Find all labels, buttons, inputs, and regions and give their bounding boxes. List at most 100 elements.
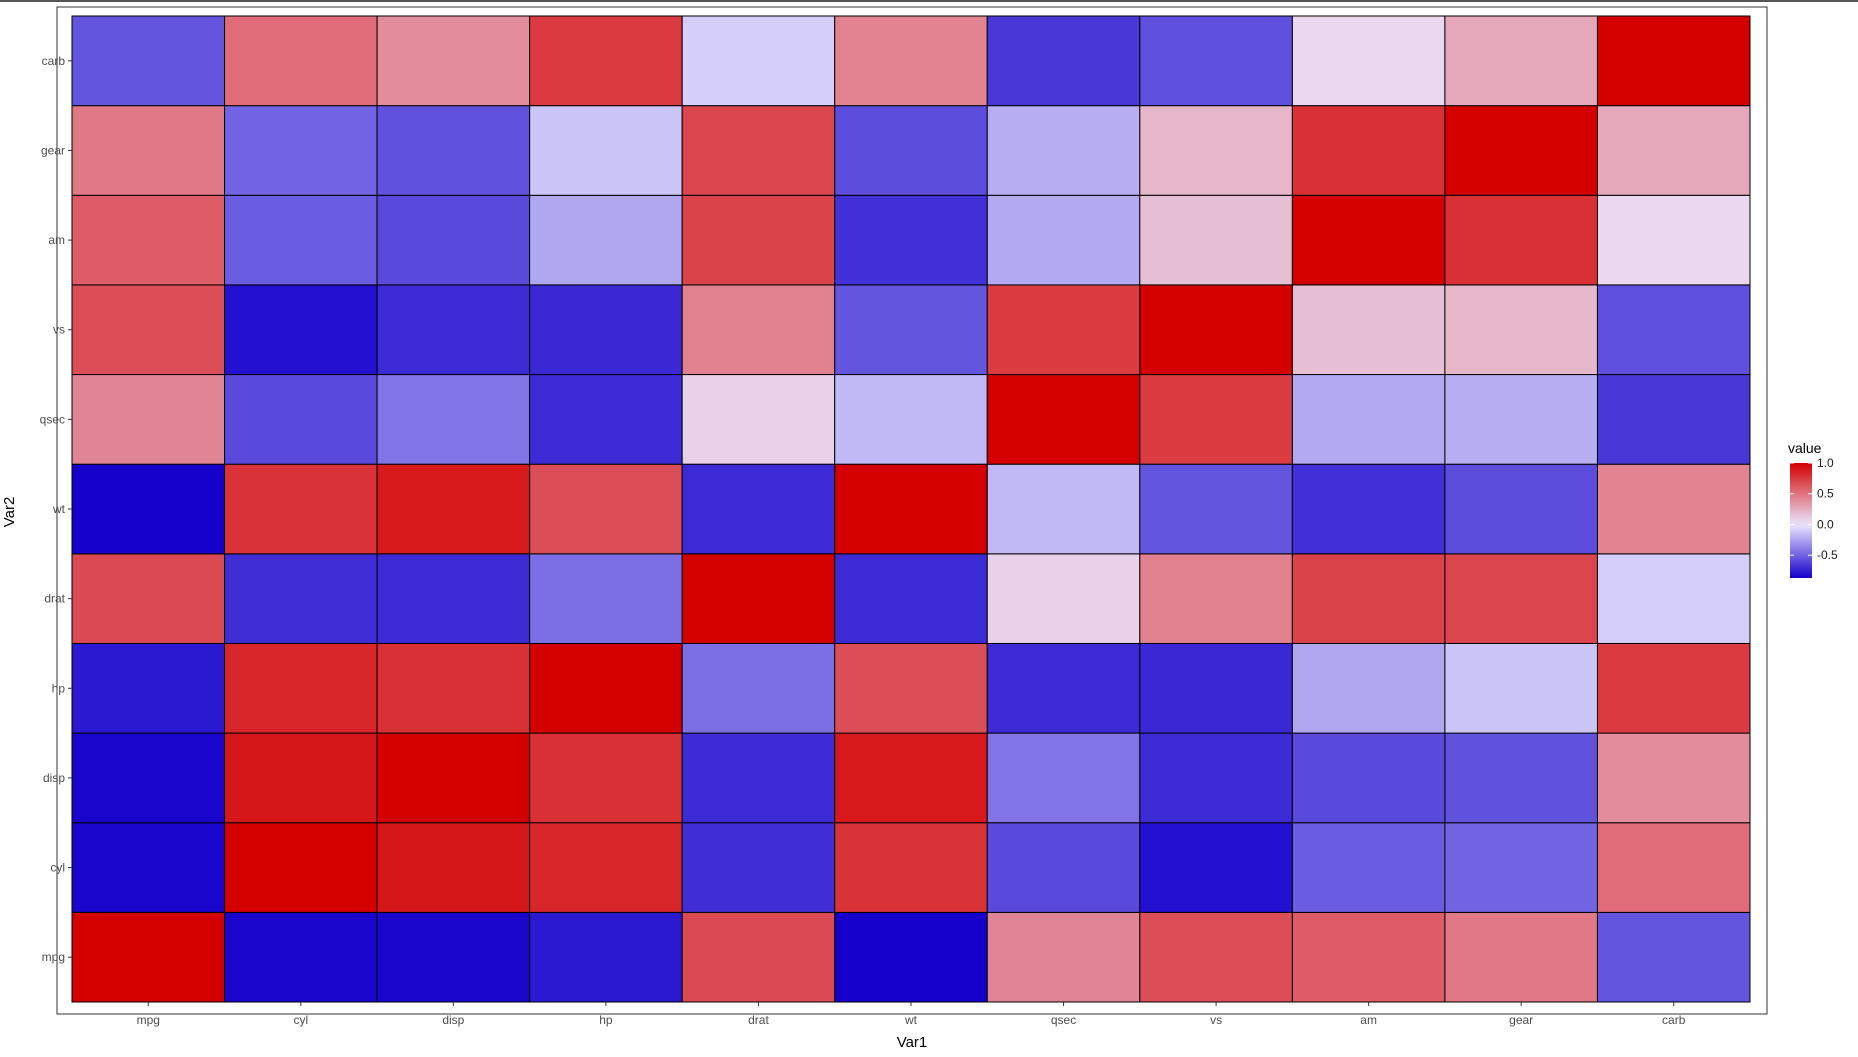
heatmap-cell-qsec-hp: [986, 642, 1141, 734]
heatmap-cell-wt-gear: [834, 105, 988, 196]
heatmap-cell-am-wt: [1291, 463, 1446, 555]
heatmap-cell-disp-vs: [376, 284, 531, 376]
heatmap-cell-qsec-gear: [986, 105, 1141, 196]
heatmap-cell-wt-hp: [834, 642, 988, 734]
heatmap-cell-wt-carb: [834, 15, 988, 107]
heatmap-cell-gear-qsec: [1444, 374, 1598, 465]
heatmap-cell-am-hp: [1291, 642, 1446, 734]
heatmap-cell-vs-qsec: [1139, 374, 1293, 465]
heatmap-cell-wt-cyl: [834, 822, 988, 913]
heatmap-cell-disp-gear: [376, 105, 531, 196]
x-tick-label: qsec: [1051, 1013, 1076, 1027]
heatmap-cell-disp-am: [376, 194, 531, 286]
heatmap-cell-mpg-qsec: [71, 374, 226, 465]
heatmap-cell-carb-cyl: [1596, 822, 1751, 913]
heatmap-cell-drat-carb: [681, 15, 836, 107]
heatmap-cell-wt-mpg: [834, 911, 988, 1003]
heatmap-cell-gear-carb: [1444, 15, 1598, 107]
heatmap-cell-mpg-vs: [71, 284, 226, 376]
heatmap-cell-cyl-hp: [224, 642, 378, 734]
heatmap-cell-am-cyl: [1291, 822, 1446, 913]
heatmap-cell-carb-mpg: [1596, 911, 1751, 1003]
heatmap-cell-qsec-am: [986, 194, 1141, 286]
heatmap-cell-hp-qsec: [529, 374, 683, 465]
heatmap-cell-gear-drat: [1444, 553, 1598, 644]
heatmap-cell-mpg-disp: [71, 732, 226, 824]
y-axis-ticks: mpg cyl disp hp drat wt qsec vs am gear carb: [40, 54, 72, 964]
heatmap-cell-cyl-cyl: [224, 822, 378, 913]
heatmap-cell-hp-hp: [529, 642, 683, 734]
heatmap-cell-wt-am: [834, 194, 988, 286]
heatmap-cell-drat-cyl: [681, 822, 836, 913]
heatmap-cell-disp-hp: [376, 642, 531, 734]
heatmap-cell-drat-hp: [681, 642, 836, 734]
heatmap-cell-wt-wt: [834, 463, 988, 555]
x-tick-label: wt: [904, 1013, 918, 1027]
heatmap-cell-drat-disp: [681, 732, 836, 824]
heatmap-cell-qsec-cyl: [986, 822, 1141, 913]
heatmap-cell-am-am: [1291, 194, 1446, 286]
heatmap-cell-carb-hp: [1596, 642, 1751, 734]
heatmap-cell-am-mpg: [1291, 911, 1446, 1003]
x-tick-label: gear: [1509, 1013, 1533, 1027]
heatmap-cell-vs-disp: [1139, 732, 1293, 824]
y-tick-label: carb: [42, 54, 66, 68]
heatmap-cell-gear-vs: [1444, 284, 1598, 376]
heatmap-cell-gear-am: [1444, 194, 1598, 286]
heatmap-cell-am-drat: [1291, 553, 1446, 644]
heatmap-cell-qsec-qsec: [986, 374, 1141, 465]
legend-tick-label: -0.5: [1817, 548, 1838, 562]
y-tick-label: am: [48, 233, 65, 247]
heatmap-cell-am-carb: [1291, 15, 1446, 107]
y-tick-label: mpg: [42, 950, 65, 964]
heatmap-cell-carb-disp: [1596, 732, 1751, 824]
heatmap-cell-vs-am: [1139, 194, 1293, 286]
legend-tick-label: 1.0: [1817, 456, 1834, 470]
heatmap-cell-qsec-vs: [986, 284, 1141, 376]
heatmap-cell-gear-mpg: [1444, 911, 1598, 1003]
heatmap-cell-qsec-mpg: [986, 911, 1141, 1003]
heatmap-cell-disp-carb: [376, 15, 531, 107]
heatmap-cell-mpg-drat: [71, 553, 226, 644]
heatmap-cell-wt-vs: [834, 284, 988, 376]
heatmap-cell-gear-gear: [1444, 105, 1598, 196]
y-tick-label: wt: [52, 502, 66, 516]
legend-tick-label: 0.5: [1817, 487, 1834, 501]
heatmap-cell-hp-carb: [529, 15, 683, 107]
heatmap-cell-wt-qsec: [834, 374, 988, 465]
heatmap-cell-drat-vs: [681, 284, 836, 376]
heatmap-cell-cyl-carb: [224, 15, 378, 107]
heatmap-cell-carb-vs: [1596, 284, 1751, 376]
heatmap-cell-carb-gear: [1596, 105, 1751, 196]
heatmap-cell-hp-gear: [529, 105, 683, 196]
heatmap-cell-disp-disp: [376, 732, 531, 824]
legend-tick-label: 0.0: [1817, 517, 1834, 531]
heatmap-cell-drat-qsec: [681, 374, 836, 465]
heatmap-cell-qsec-drat: [986, 553, 1141, 644]
heatmap-cell-hp-am: [529, 194, 683, 286]
heatmap-cell-carb-qsec: [1596, 374, 1751, 465]
heatmap-cell-mpg-cyl: [71, 822, 226, 913]
heatmap-cell-gear-cyl: [1444, 822, 1598, 913]
x-tick-label: am: [1360, 1013, 1377, 1027]
heatmap-cell-drat-drat: [681, 553, 836, 644]
y-tick-label: cyl: [50, 861, 65, 875]
heatmap-cell-vs-mpg: [1139, 911, 1293, 1003]
heatmap-cell-vs-wt: [1139, 463, 1293, 555]
heatmap-cell-cyl-am: [224, 194, 378, 286]
heatmap-cell-carb-wt: [1596, 463, 1751, 555]
heatmap-cell-gear-wt: [1444, 463, 1598, 555]
heatmap-cell-drat-wt: [681, 463, 836, 555]
heatmap-cell-am-disp: [1291, 732, 1446, 824]
heatmap-cell-hp-wt: [529, 463, 683, 555]
x-tick-label: vs: [1210, 1013, 1222, 1027]
heatmap-cell-cyl-gear: [224, 105, 378, 196]
heatmap-cell-vs-gear: [1139, 105, 1293, 196]
legend-title: value: [1788, 440, 1822, 456]
heatmap-cell-cyl-wt: [224, 463, 378, 555]
heatmap-cell-wt-disp: [834, 732, 988, 824]
heatmap-cell-mpg-carb: [71, 15, 226, 107]
heatmap-cell-am-gear: [1291, 105, 1446, 196]
heatmap-cell-disp-qsec: [376, 374, 531, 465]
